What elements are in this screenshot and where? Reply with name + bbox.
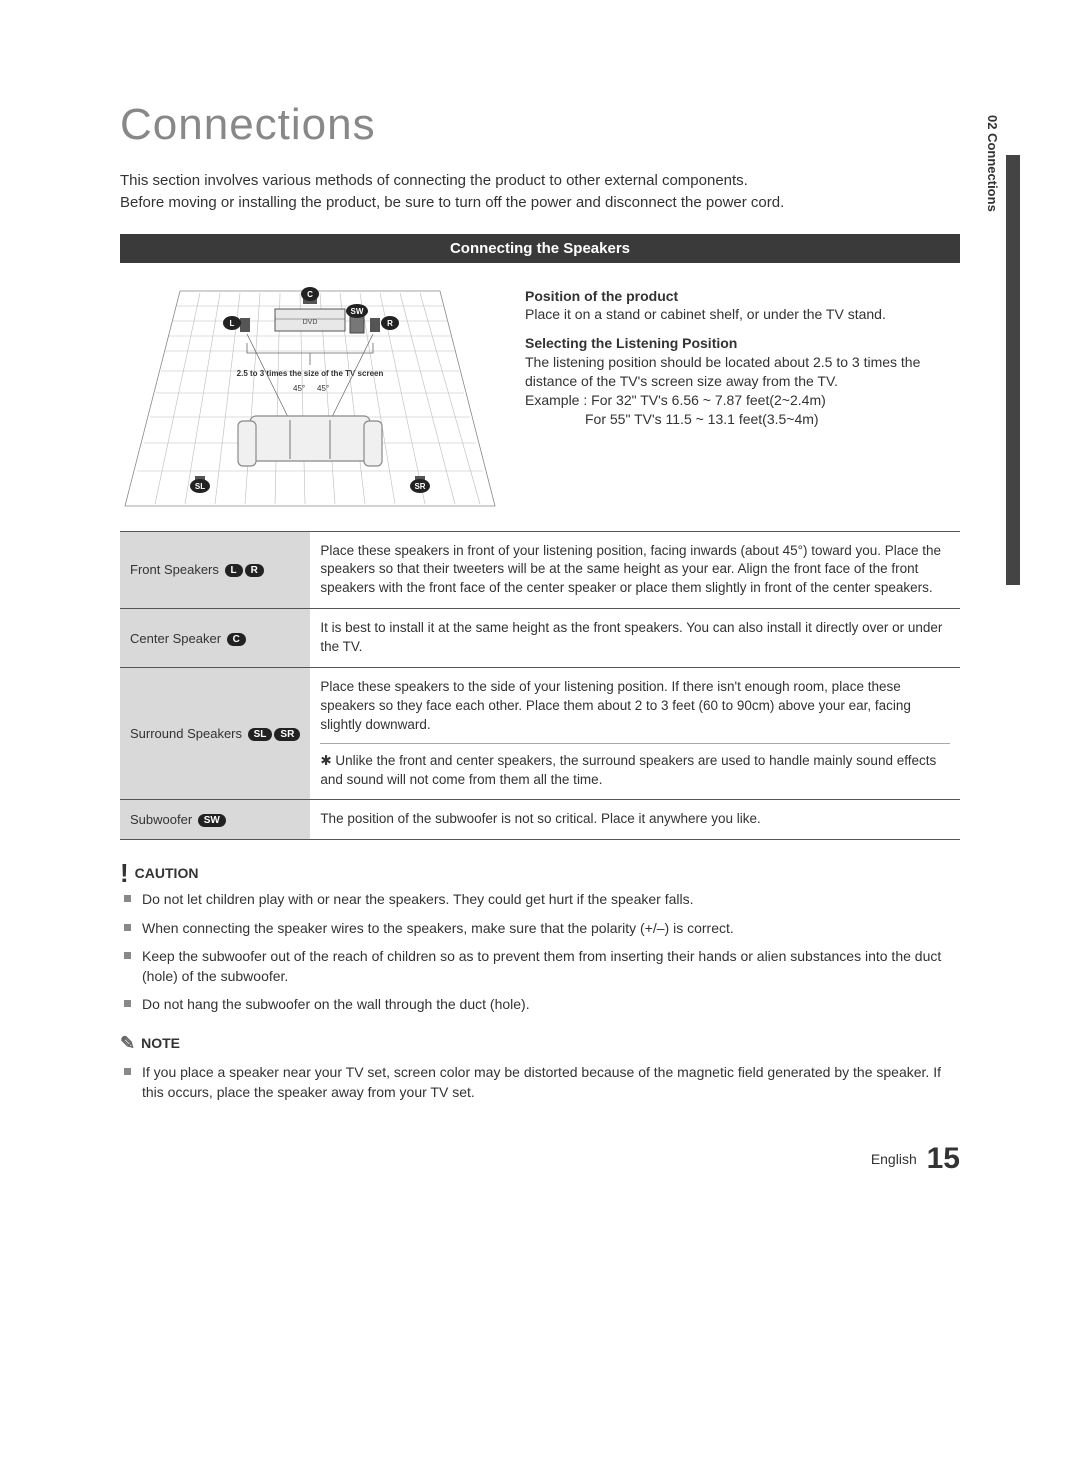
intro-paragraph: This section involves various methods of… bbox=[120, 170, 960, 214]
speaker-desc-cell: It is best to install it at the same hei… bbox=[310, 609, 960, 668]
right-column-text: Position of the product Place it on a st… bbox=[525, 281, 960, 511]
speaker-label-cell: Front Speakers LR bbox=[120, 531, 310, 609]
room-diagram: DVD 2.5 to 3 times the size of the TV sc… bbox=[120, 281, 500, 511]
listening-body: The listening position should be located… bbox=[525, 354, 920, 389]
note-label: NOTE bbox=[141, 1035, 180, 1051]
badge-r-icon: R bbox=[387, 319, 393, 328]
example-line-1: For 32" TV's 6.56 ~ 7.87 feet(2~2.4m) bbox=[591, 392, 826, 408]
caution-label: CAUTION bbox=[135, 865, 199, 881]
speaker-label-cell: Subwoofer SW bbox=[120, 800, 310, 840]
speaker-label-cell: Center Speaker C bbox=[120, 609, 310, 668]
example-line-2: For 55" TV's 11.5 ~ 13.1 feet(3.5~4m) bbox=[585, 411, 819, 427]
diagram-and-text-row: DVD 2.5 to 3 times the size of the TV sc… bbox=[120, 281, 960, 511]
badge-sl-icon: SL bbox=[195, 482, 205, 491]
speaker-badge-icon: SW bbox=[198, 814, 226, 827]
speaker-desc-note: ✱ Unlike the front and center speakers, … bbox=[320, 752, 950, 790]
page-footer: English 15 bbox=[120, 1142, 960, 1176]
side-tab-bar bbox=[1006, 155, 1020, 585]
position-text: Place it on a stand or cabinet shelf, or… bbox=[525, 305, 960, 324]
speaker-desc-text: The position of the subwoofer is not so … bbox=[320, 810, 950, 829]
caution-item: Do not let children play with or near th… bbox=[142, 889, 960, 909]
distance-label: 2.5 to 3 times the size of the TV screen bbox=[237, 369, 384, 378]
example-label: Example : bbox=[525, 392, 587, 408]
speaker-badge-icon: R bbox=[245, 564, 264, 577]
listening-text: The listening position should be located… bbox=[525, 353, 960, 429]
dvd-label: DVD bbox=[303, 319, 318, 326]
table-row: Front Speakers LRPlace these speakers in… bbox=[120, 531, 960, 609]
angle-left-label: 45° bbox=[293, 384, 305, 393]
badge-sr-icon: SR bbox=[414, 482, 425, 491]
intro-line-1: This section involves various methods of… bbox=[120, 172, 748, 189]
speaker-desc-text: It is best to install it at the same hei… bbox=[320, 619, 950, 657]
speaker-badge-icon: C bbox=[227, 633, 246, 646]
note-icon: ✎ bbox=[120, 1033, 135, 1054]
speaker-desc-text: Place these speakers in front of your li… bbox=[320, 542, 950, 599]
table-row: Subwoofer SW The position of the subwoofe… bbox=[120, 800, 960, 840]
note-list: If you place a speaker near your TV set,… bbox=[120, 1062, 960, 1103]
page-title: Connections bbox=[120, 100, 960, 150]
badge-c-icon: C bbox=[307, 290, 313, 299]
note-heading: ✎ NOTE bbox=[120, 1033, 960, 1054]
table-row: Center Speaker C It is best to install it… bbox=[120, 609, 960, 668]
speaker-badge-icon: SR bbox=[274, 728, 300, 741]
side-tab-label: 02 Connections bbox=[985, 115, 1000, 212]
caution-item: Do not hang the subwoofer on the wall th… bbox=[142, 994, 960, 1014]
room-diagram-svg: DVD 2.5 to 3 times the size of the TV sc… bbox=[120, 281, 500, 511]
note-item: If you place a speaker near your TV set,… bbox=[142, 1062, 960, 1103]
intro-line-2: Before moving or installing the product,… bbox=[120, 194, 784, 211]
angle-right-label: 45° bbox=[317, 384, 329, 393]
listening-heading: Selecting the Listening Position bbox=[525, 334, 960, 353]
inner-divider bbox=[320, 743, 950, 744]
speaker-placement-table: Front Speakers LRPlace these speakers in… bbox=[120, 531, 960, 841]
footer-page-number: 15 bbox=[927, 1142, 960, 1175]
table-row: Surround Speakers SLSRPlace these speake… bbox=[120, 667, 960, 799]
speaker-desc-cell: Place these speakers to the side of your… bbox=[310, 667, 960, 799]
caution-item: When connecting the speaker wires to the… bbox=[142, 918, 960, 938]
speaker-desc-cell: The position of the subwoofer is not so … bbox=[310, 800, 960, 840]
caution-list: Do not let children play with or near th… bbox=[120, 889, 960, 1014]
caution-icon: ! bbox=[120, 866, 129, 882]
speaker-label-cell: Surround Speakers SLSR bbox=[120, 667, 310, 799]
caution-heading: ! CAUTION bbox=[120, 865, 960, 881]
speaker-badge-icon: L bbox=[225, 564, 243, 577]
speaker-desc-text: Place these speakers to the side of your… bbox=[320, 678, 950, 735]
badge-sw-icon: SW bbox=[351, 307, 364, 316]
footer-language: English bbox=[871, 1151, 917, 1167]
badge-l-icon: L bbox=[230, 319, 235, 328]
speaker-badge-icon: SL bbox=[248, 728, 273, 741]
position-heading: Position of the product bbox=[525, 287, 960, 306]
speaker-desc-cell: Place these speakers in front of your li… bbox=[310, 531, 960, 609]
caution-item: Keep the subwoofer out of the reach of c… bbox=[142, 946, 960, 987]
section-heading-bar: Connecting the Speakers bbox=[120, 234, 960, 263]
